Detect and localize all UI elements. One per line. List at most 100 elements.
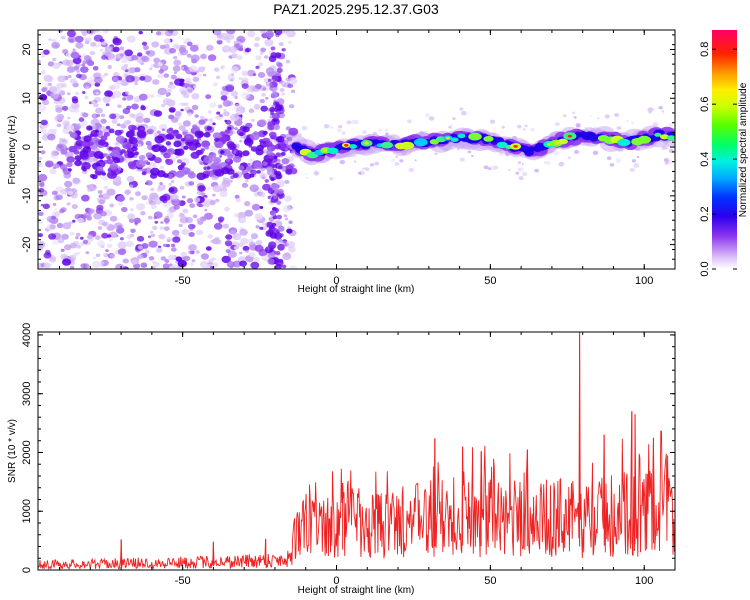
noise-blob bbox=[61, 258, 72, 266]
noise-blob bbox=[170, 247, 177, 252]
noise-blob bbox=[172, 55, 178, 60]
noise-blob bbox=[272, 112, 280, 120]
noise-blob bbox=[276, 200, 282, 205]
noise-blob bbox=[119, 115, 125, 120]
noise-blob bbox=[106, 155, 111, 160]
noise-blob bbox=[59, 116, 64, 120]
noise-blob bbox=[189, 65, 198, 73]
noise-blob bbox=[284, 195, 292, 202]
noise-blob bbox=[160, 256, 167, 261]
noise-blob bbox=[82, 168, 87, 172]
noise-blob bbox=[215, 75, 221, 80]
noise-blob bbox=[180, 162, 186, 167]
noise-blob bbox=[81, 161, 91, 170]
noise-blob bbox=[288, 104, 295, 109]
noise-blob bbox=[95, 44, 100, 48]
noise-blob bbox=[159, 195, 168, 202]
noise-blob bbox=[221, 135, 227, 140]
noise-blob bbox=[258, 62, 264, 67]
noise-blob bbox=[185, 217, 193, 224]
noise-blob bbox=[169, 263, 173, 267]
noise-blob bbox=[70, 51, 80, 59]
snr-xlabel: Height of straight line (km) bbox=[298, 585, 415, 596]
noise-blob bbox=[253, 161, 263, 169]
noise-blob bbox=[471, 154, 474, 158]
noise-blob bbox=[207, 54, 217, 62]
snr-ytick-label: 1000 bbox=[21, 499, 33, 523]
noise-blob bbox=[128, 136, 138, 145]
noise-blob bbox=[109, 231, 118, 238]
noise-blob bbox=[262, 87, 267, 91]
noise-blob bbox=[241, 83, 249, 89]
noise-blob bbox=[664, 161, 669, 165]
noise-blob bbox=[126, 234, 133, 240]
noise-blob bbox=[224, 119, 228, 123]
spectrogram-content bbox=[38, 30, 675, 269]
noise-blob bbox=[230, 230, 236, 235]
noise-blob bbox=[180, 66, 184, 70]
noise-blob bbox=[136, 235, 145, 242]
noise-blob bbox=[56, 123, 62, 128]
noise-blob bbox=[136, 143, 142, 148]
noise-blob bbox=[101, 232, 109, 239]
noise-blob bbox=[38, 244, 44, 252]
noise-blob bbox=[59, 137, 63, 141]
noise-blob bbox=[124, 189, 131, 195]
noise-blob bbox=[661, 112, 665, 115]
colorbar: 0.0 0.2 0.4 0.6 0.8 Normalized spectral ampl… bbox=[699, 30, 749, 277]
noise-blob bbox=[75, 140, 84, 147]
noise-blob bbox=[274, 143, 281, 150]
noise-blob bbox=[193, 85, 197, 89]
noise-blob bbox=[138, 30, 143, 35]
noise-blob bbox=[487, 167, 492, 171]
noise-blob bbox=[284, 179, 290, 184]
noise-blob bbox=[196, 229, 204, 236]
noise-blob bbox=[255, 225, 260, 229]
noise-blob bbox=[530, 127, 535, 132]
noise-blob bbox=[490, 165, 497, 171]
noise-blob bbox=[633, 163, 640, 168]
noise-blob bbox=[114, 141, 121, 147]
spec-ytick-label: 0 bbox=[21, 144, 33, 150]
noise-blob bbox=[249, 173, 255, 178]
noise-blob bbox=[173, 204, 180, 210]
noise-blob bbox=[151, 41, 160, 48]
colorbar-gradient bbox=[712, 30, 737, 269]
noise-blob bbox=[86, 58, 93, 64]
noise-blob bbox=[361, 167, 365, 170]
noise-blob bbox=[76, 251, 81, 255]
noise-blob bbox=[168, 114, 175, 120]
noise-blob bbox=[272, 87, 278, 92]
noise-blob bbox=[515, 171, 520, 175]
noise-blob bbox=[40, 119, 48, 126]
noise-blob bbox=[194, 130, 204, 139]
noise-blob bbox=[73, 149, 80, 155]
noise-blob bbox=[626, 120, 629, 122]
noise-blob bbox=[90, 41, 97, 47]
noise-blob bbox=[140, 62, 144, 66]
noise-blob bbox=[138, 154, 146, 161]
track-core bbox=[558, 138, 568, 145]
noise-blob bbox=[120, 149, 126, 154]
noise-blob bbox=[138, 93, 148, 101]
noise-blob bbox=[249, 184, 259, 192]
noise-blob bbox=[141, 41, 148, 46]
noise-blob bbox=[263, 55, 269, 59]
noise-blob bbox=[51, 38, 56, 43]
noise-blob bbox=[214, 137, 220, 142]
noise-blob bbox=[133, 217, 141, 224]
noise-blob bbox=[281, 92, 286, 96]
noise-blob bbox=[205, 246, 212, 251]
noise-blob bbox=[636, 155, 640, 159]
noise-blob bbox=[92, 125, 97, 130]
noise-blob bbox=[148, 162, 157, 169]
noise-blob bbox=[55, 194, 63, 201]
noise-blob bbox=[107, 53, 115, 59]
noise-blob bbox=[42, 203, 50, 210]
noise-blob bbox=[111, 119, 118, 124]
noise-blob bbox=[188, 223, 196, 230]
noise-blob bbox=[522, 172, 528, 176]
noise-blob bbox=[166, 88, 172, 93]
noise-blob bbox=[216, 39, 223, 45]
